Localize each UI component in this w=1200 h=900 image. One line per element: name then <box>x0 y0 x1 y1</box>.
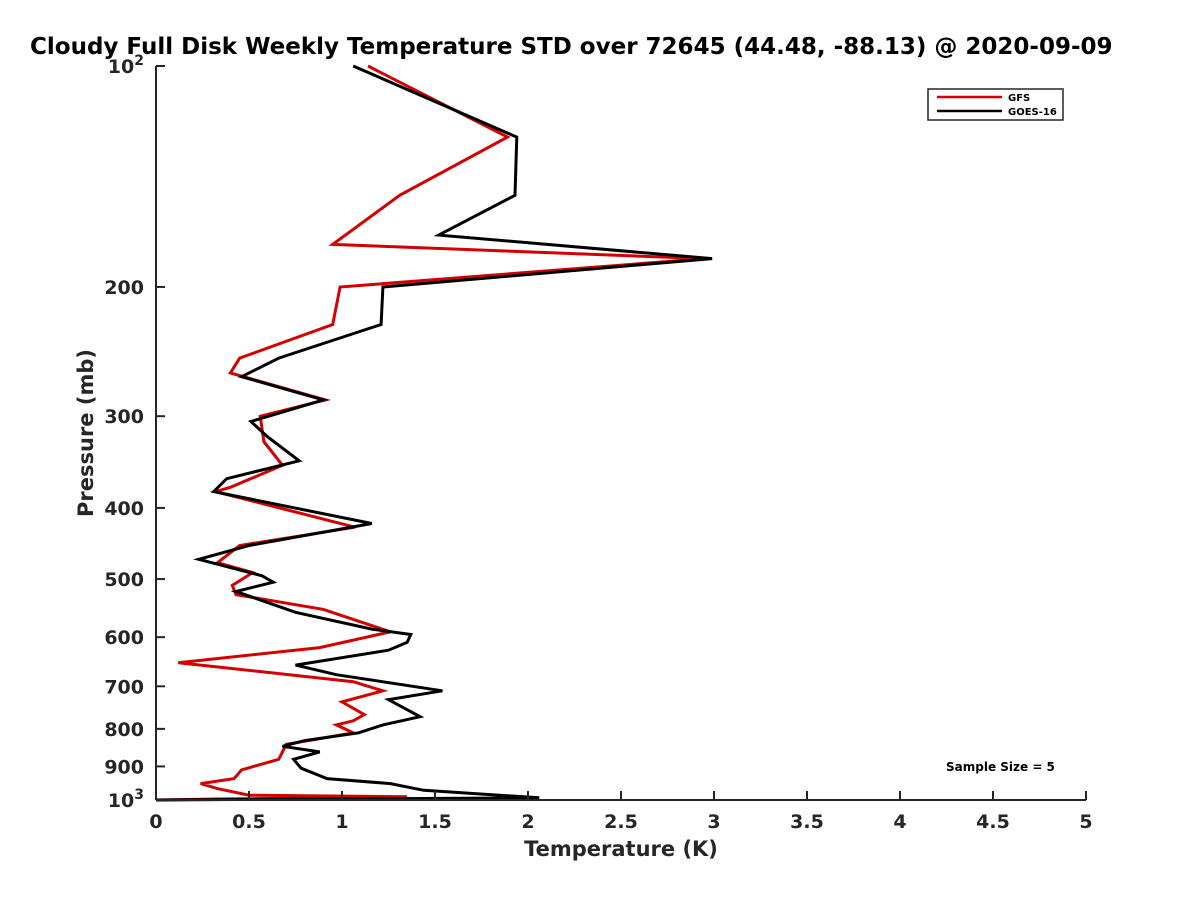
chart-title: Cloudy Full Disk Weekly Temperature STD … <box>30 34 1113 60</box>
y-tick-label: 400 <box>104 498 144 520</box>
x-tick-label: 5 <box>1079 811 1092 833</box>
x-tick-label: 2 <box>521 811 534 833</box>
series-line-gfs <box>155 64 705 802</box>
y-tick-label: 500 <box>104 569 144 591</box>
x-tick-label: 1 <box>335 811 348 833</box>
x-tick-label: 0 <box>149 811 162 833</box>
y-tick-label: 600 <box>104 627 144 649</box>
y-tick-label: 200 <box>104 277 144 299</box>
x-tick-label: 3.5 <box>790 811 824 833</box>
x-tick-label: 4 <box>893 811 906 833</box>
legend: GFS GOES-16 <box>927 88 1064 121</box>
y-axis-label: Pressure (mb) <box>74 349 98 517</box>
axes <box>155 66 1086 801</box>
y-tick-label: 900 <box>104 756 144 778</box>
x-ticks: 0 0.5 1 1.5 2 2.5 3 3.5 4 4.5 5 <box>149 791 1093 833</box>
x-tick-label: 2.5 <box>604 811 638 833</box>
x-axis-label: Temperature (K) <box>524 837 718 861</box>
legend-entry: GOES-16 <box>1008 107 1057 118</box>
x-tick-label: 3 <box>707 811 720 833</box>
x-tick-label: 4.5 <box>976 811 1010 833</box>
x-tick-label: 1.5 <box>418 811 452 833</box>
legend-box <box>927 88 1064 121</box>
series-line-goes-16 <box>155 64 713 802</box>
y-tick-label: 300 <box>104 406 144 428</box>
x-tick-label: 0.5 <box>232 811 266 833</box>
y-tick-label: 800 <box>104 719 144 741</box>
sample-size-annotation: Sample Size = 5 <box>946 760 1055 774</box>
y-tick-label: 103 <box>108 787 144 812</box>
y-tick-label: 102 <box>108 53 144 78</box>
legend-entry: GFS <box>1008 93 1030 104</box>
y-tick-label: 700 <box>104 676 144 698</box>
series-layer <box>155 64 713 802</box>
y-ticks: 102 200 300 400 500 600 700 800 900 103 <box>104 53 165 812</box>
